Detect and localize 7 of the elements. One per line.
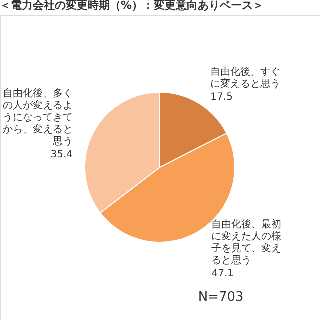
data-label: 47.1 — [212, 268, 234, 280]
slice-label: 自由化後、すぐに変えると思う — [210, 66, 281, 90]
data-label: 35.4 — [50, 150, 74, 161]
slice-label: 自由化後、多くの人が変えるようになってきてから、変えると思う — [3, 88, 74, 148]
slice-label: 自由化後、最初に変えた人の様子を見て、変えると思う — [212, 218, 282, 267]
text: N=703 — [198, 290, 244, 305]
data-label: 17.5 — [210, 92, 233, 103]
